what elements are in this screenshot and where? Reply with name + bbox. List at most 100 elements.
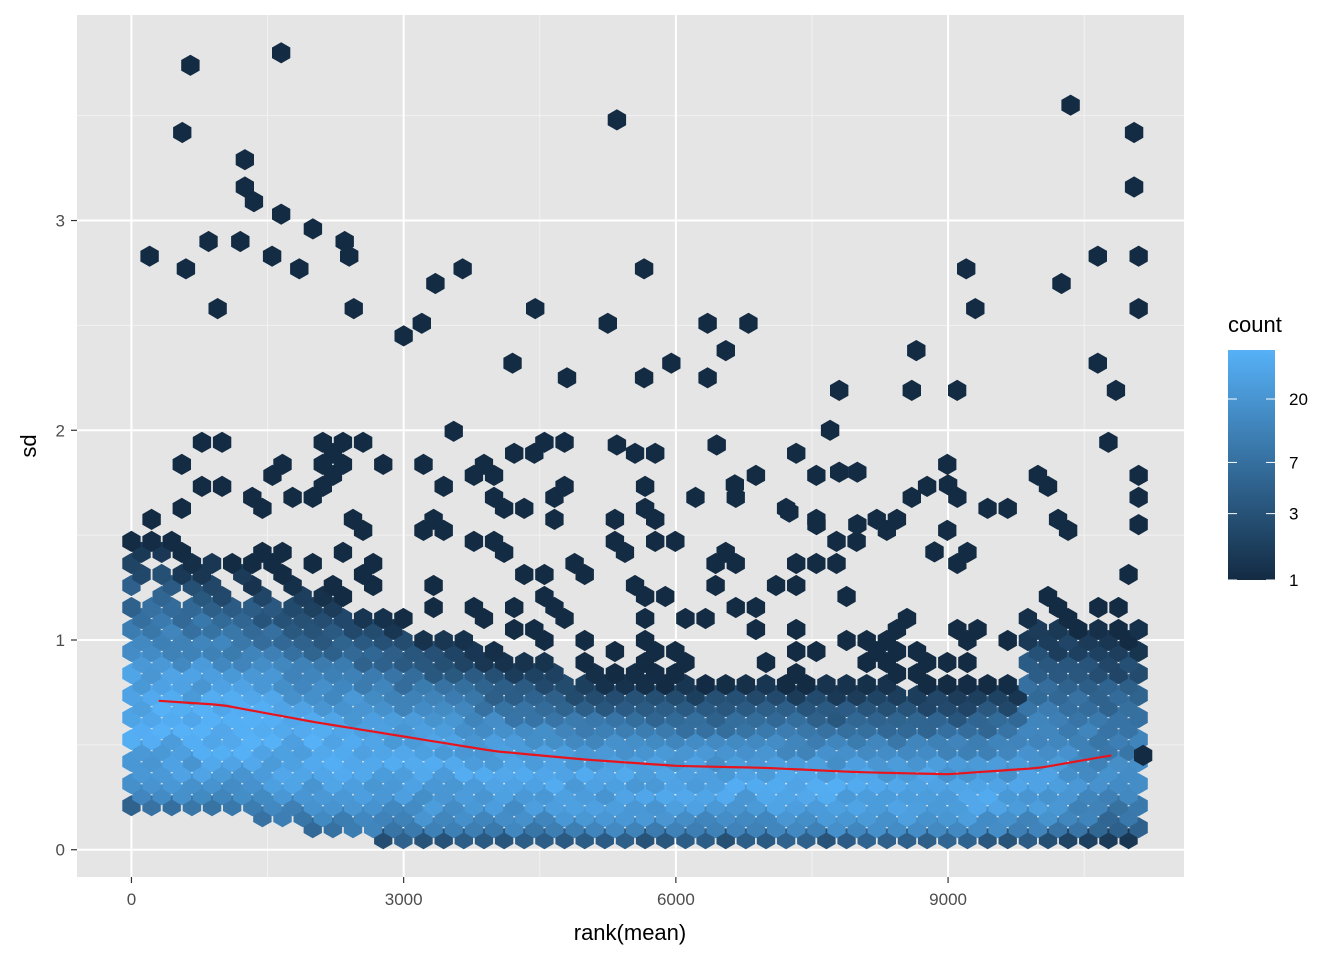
hex-bin bbox=[966, 298, 985, 320]
hex-bin bbox=[958, 651, 977, 674]
hex-bin bbox=[739, 312, 758, 334]
y-axis-title: sd bbox=[16, 434, 41, 457]
y-tick-label: 1 bbox=[56, 631, 65, 650]
hex-bin bbox=[414, 453, 433, 475]
hex-bin bbox=[820, 419, 840, 441]
x-axis: 0 3000 6000 9000 bbox=[127, 877, 967, 909]
hex-bin bbox=[575, 651, 594, 674]
hex-bin bbox=[716, 340, 735, 362]
hex-bin bbox=[607, 109, 627, 131]
hex-bin bbox=[605, 530, 625, 552]
hex-bin bbox=[625, 574, 645, 597]
hex-bin bbox=[756, 674, 776, 696]
hex-bin bbox=[545, 508, 564, 530]
hex-bin bbox=[662, 352, 681, 374]
legend-title: count bbox=[1228, 312, 1282, 337]
hex-bin bbox=[162, 530, 181, 552]
hex-bin bbox=[938, 474, 958, 496]
hex-bin bbox=[1124, 176, 1144, 198]
hex-bin bbox=[787, 574, 806, 597]
hex-bin bbox=[948, 379, 967, 401]
hex-bin bbox=[231, 230, 250, 253]
hex-bin bbox=[173, 121, 192, 144]
hex-bin bbox=[575, 629, 594, 652]
hex-bin bbox=[526, 298, 545, 320]
hex-bin bbox=[807, 514, 826, 536]
hex-bin bbox=[666, 530, 685, 552]
hex-bin bbox=[958, 674, 977, 696]
hex-bin bbox=[968, 618, 987, 641]
hex-bin bbox=[262, 245, 282, 267]
hex-bin bbox=[938, 453, 957, 475]
hex-bin bbox=[1129, 514, 1148, 536]
hex-bin bbox=[634, 367, 654, 389]
hex-bin bbox=[303, 552, 322, 575]
hex-bin bbox=[152, 563, 171, 586]
hex-bin bbox=[948, 618, 967, 641]
hex-bin bbox=[535, 563, 554, 586]
hex-bin bbox=[374, 453, 393, 475]
hex-bin bbox=[484, 530, 504, 552]
hex-bin bbox=[857, 674, 876, 696]
hex-bin bbox=[897, 607, 917, 630]
hex-bin bbox=[122, 530, 141, 552]
hex-bin bbox=[848, 514, 867, 536]
hex-bin bbox=[746, 596, 766, 619]
hex-bin bbox=[235, 149, 254, 171]
hex-bin bbox=[414, 629, 433, 652]
hex-bin bbox=[957, 258, 976, 280]
x-axis-title: rank(mean) bbox=[574, 920, 686, 945]
hex-bin bbox=[807, 640, 826, 663]
hex-bin bbox=[716, 674, 735, 696]
hex-bin bbox=[1038, 585, 1058, 608]
hex-bin bbox=[787, 442, 806, 464]
hex-bin bbox=[837, 674, 856, 696]
hex-bin bbox=[787, 640, 806, 663]
hex-bin bbox=[635, 475, 655, 497]
hex-bin bbox=[698, 312, 717, 334]
y-tick-label: 2 bbox=[56, 421, 65, 440]
hex-bin bbox=[535, 585, 554, 608]
hex-bin bbox=[635, 629, 655, 652]
legend-break-label: 1 bbox=[1289, 571, 1298, 590]
hex-bin bbox=[902, 379, 921, 401]
hex-bin bbox=[848, 461, 867, 483]
hex-bin bbox=[902, 486, 921, 508]
legend-breaks: 1 3 7 20 bbox=[1228, 390, 1308, 590]
hex-bin bbox=[978, 674, 997, 696]
hex-bin bbox=[625, 442, 645, 464]
hex-bin bbox=[746, 464, 766, 486]
hex-bin bbox=[887, 508, 907, 530]
hex-bin bbox=[938, 519, 957, 541]
x-tick-label: 9000 bbox=[929, 890, 967, 909]
hex-bin bbox=[364, 552, 383, 575]
hex-bin bbox=[394, 325, 413, 347]
hex-bin bbox=[830, 461, 849, 483]
hex-bin bbox=[344, 298, 363, 320]
hex-bin bbox=[837, 629, 856, 652]
hex-bin bbox=[272, 203, 291, 225]
hex-bin bbox=[244, 191, 264, 213]
legend: count 1 3 7 20 bbox=[1228, 312, 1308, 590]
hex-bin bbox=[140, 245, 159, 267]
hex-bin bbox=[605, 663, 625, 685]
hex-bin bbox=[202, 552, 222, 575]
hex-bin bbox=[1129, 486, 1148, 508]
smooth-line-layer bbox=[158, 699, 1112, 776]
hex-bin bbox=[1119, 563, 1138, 586]
hex-bin bbox=[565, 552, 584, 575]
legend-break-label: 20 bbox=[1289, 390, 1308, 409]
hex-bin bbox=[867, 508, 886, 530]
x-tick-label: 0 bbox=[127, 890, 136, 909]
hex-bin bbox=[505, 596, 524, 619]
hex-bin bbox=[634, 258, 654, 280]
hex-bin bbox=[555, 431, 574, 453]
legend-break-label: 3 bbox=[1289, 505, 1298, 524]
hex-bin bbox=[535, 431, 554, 453]
hex-bin bbox=[605, 508, 625, 530]
hex-bin bbox=[333, 431, 353, 453]
hex-bin bbox=[343, 508, 363, 530]
hex-bin bbox=[172, 497, 191, 519]
hex-bin bbox=[736, 674, 755, 696]
